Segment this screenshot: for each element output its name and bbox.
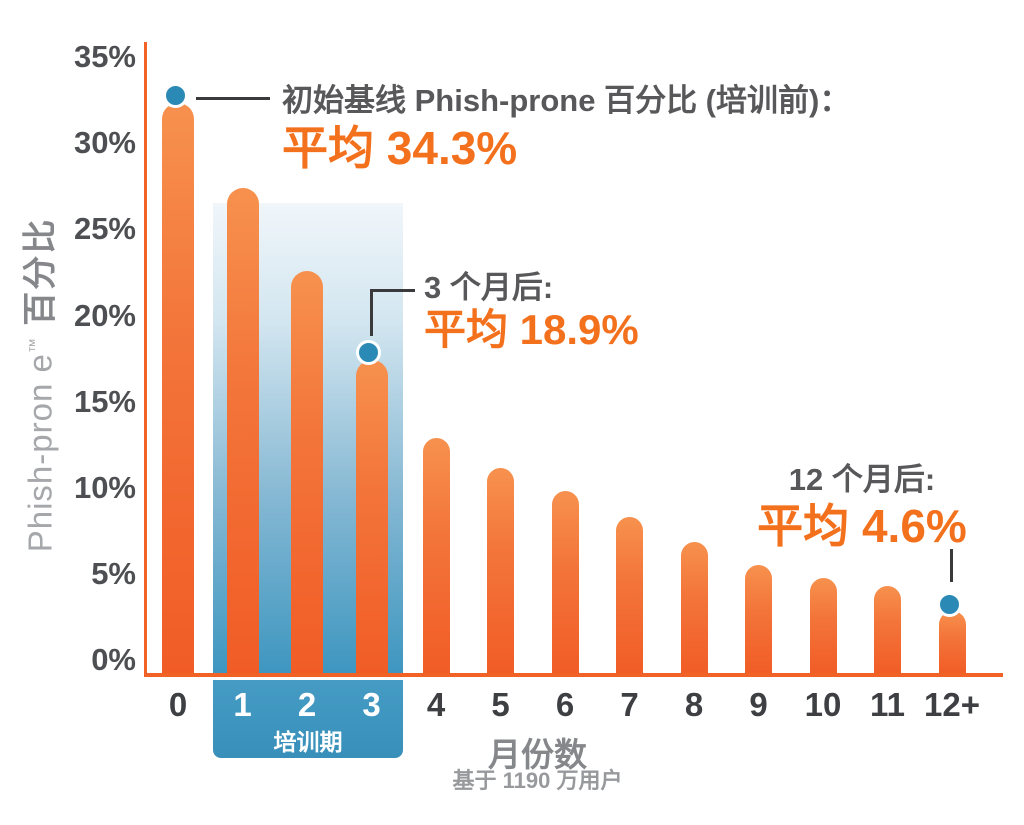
x-tick-label-1: 1: [233, 686, 252, 723]
three-month-annotation-label: 3 个月后:: [424, 270, 554, 305]
y-axis-title-cjk: 百分比: [21, 217, 60, 338]
bar-month-1: [226, 187, 259, 675]
twelve-month-annotation-label: 12 个月后:: [788, 462, 936, 497]
bar-month-6: [551, 490, 579, 675]
bar-month-0: [162, 102, 194, 675]
y-axis-title-latin: Phish-pron e: [21, 353, 59, 553]
baseline-annotation: 初始基线 Phish-prone 百分比 (培训前)： 平均 34.3%: [282, 83, 850, 173]
bar-month-8: [680, 542, 708, 675]
y-tick-label-5: 5%: [91, 556, 136, 592]
x-tick-label-10: 10: [804, 686, 842, 723]
x-tick-label-12+: 12+: [924, 686, 980, 723]
y-tick-label-35: 35%: [73, 39, 136, 74]
bar-month-4: [422, 437, 450, 675]
training-period-label: 培训期: [273, 729, 343, 755]
x-axis-baseline: [144, 673, 1003, 677]
baseline-annotation-label: 初始基线 Phish-prone 百分比 (培训前)：: [282, 83, 851, 118]
bar-month-3: [355, 359, 388, 675]
training-period-box: [213, 680, 403, 758]
baseline-callout-connector: [196, 97, 270, 100]
twelve-month-annotation: 12 个月后: 平均 4.6%: [748, 462, 976, 552]
bar-month-10: [809, 577, 837, 675]
trademark-symbol: ™: [26, 337, 44, 354]
bar-month-12+: [938, 611, 966, 675]
y-tick-label-15: 15%: [73, 383, 136, 419]
three-month-annotation: 3 个月后: 平均 18.9%: [424, 271, 639, 353]
bar-month-9: [745, 565, 772, 675]
x-tick-label-3: 3: [362, 686, 381, 723]
bar-month-5: [487, 467, 514, 675]
bar-month-2: [291, 271, 323, 675]
x-tick-label-7: 7: [620, 686, 639, 723]
y-tick-label-10: 10%: [73, 470, 136, 505]
x-tick-label-0: 0: [168, 686, 188, 723]
three-month-callout-connector-vertical: [370, 289, 373, 336]
y-tick-label-30: 30%: [73, 125, 136, 161]
y-tick-label-0: 0%: [91, 642, 136, 678]
three-month-callout-connector-horizontal: [370, 289, 415, 292]
x-tick-label-2: 2: [297, 686, 317, 723]
data-point-dot-month-3: [356, 340, 381, 366]
three-month-annotation-value: 平均 18.9%: [424, 306, 639, 353]
data-point-dot-month-0: [162, 83, 188, 109]
x-tick-label-6: 6: [555, 686, 575, 723]
x-tick-label-8: 8: [684, 686, 704, 723]
twelve-month-callout-connector: [950, 549, 953, 582]
x-axis-subtitle: 基于 1190 万用户: [452, 768, 623, 793]
y-tick-label-20: 20%: [73, 297, 136, 333]
twelve-month-annotation-value: 平均 4.6%: [757, 500, 967, 552]
x-tick-label-4: 4: [426, 686, 446, 723]
x-tick-label-5: 5: [491, 686, 510, 723]
bar-month-11: [874, 586, 901, 675]
baseline-annotation-value: 平均 34.3%: [282, 122, 518, 174]
y-tick-label-25: 25%: [73, 211, 136, 247]
x-tick-label-11: 11: [870, 686, 905, 723]
data-point-dot-month-12+: [936, 591, 962, 617]
y-axis-title: Phish-pron e™ 百分比: [13, 218, 62, 553]
bar-month-7: [616, 517, 643, 675]
y-axis-line: [144, 42, 147, 676]
x-axis-title: 月份数: [488, 736, 587, 773]
x-tick-label-9: 9: [749, 686, 768, 723]
